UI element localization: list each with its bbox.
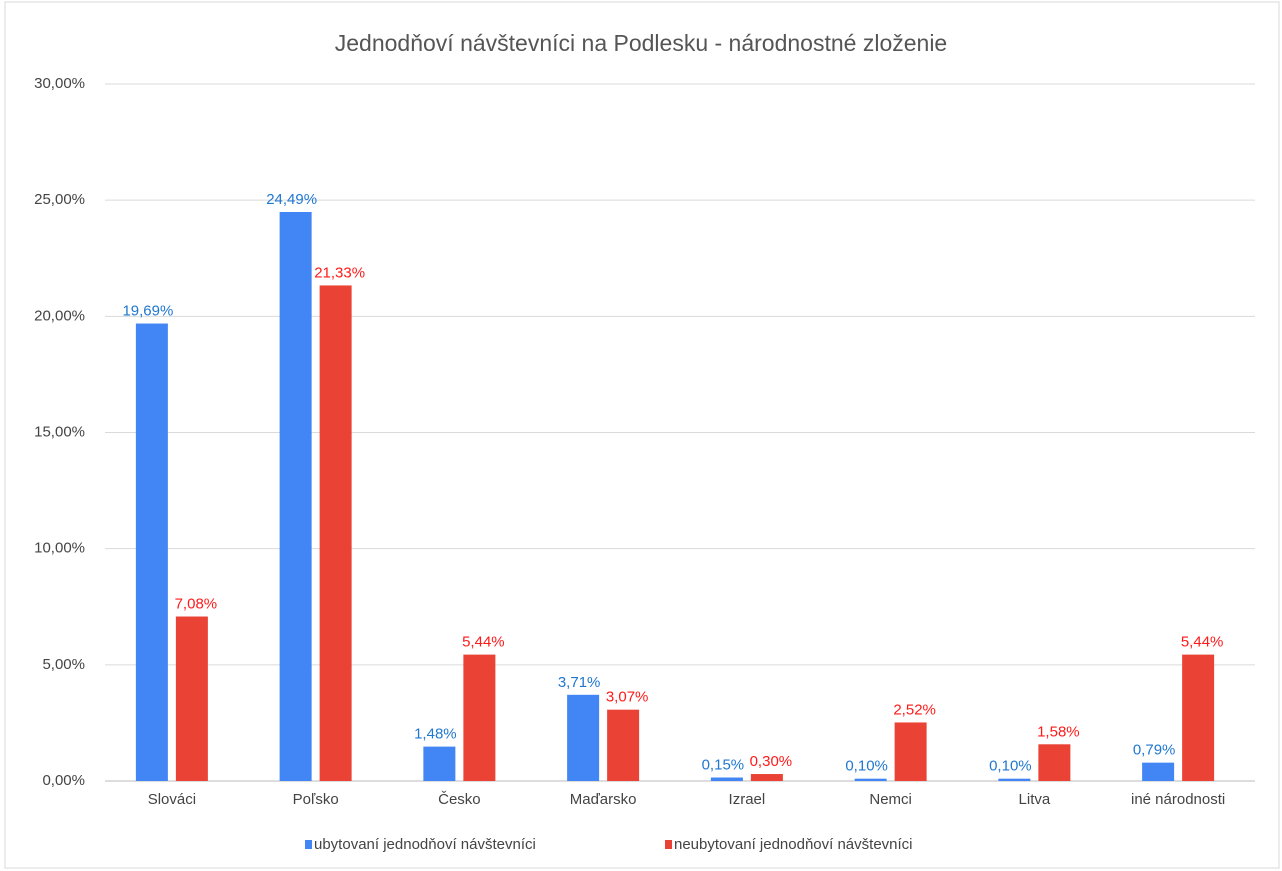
y-tick-label: 0,00%	[42, 772, 85, 789]
value-label: 5,44%	[1181, 634, 1224, 651]
bar	[1142, 762, 1175, 781]
x-tick-label: Nemci	[869, 791, 912, 808]
x-tick-label: Česko	[438, 791, 481, 808]
x-tick-label: Maďarsko	[570, 791, 637, 808]
bar	[423, 746, 456, 781]
value-label: 1,58%	[1037, 723, 1080, 740]
bar	[1182, 654, 1215, 781]
bar	[463, 654, 496, 781]
y-tick-label: 30,00%	[34, 75, 85, 92]
y-tick-label: 10,00%	[34, 540, 85, 557]
value-label: 2,52%	[893, 701, 936, 718]
chart-title: Jednodňoví návštevníci na Podlesku - nár…	[335, 30, 947, 56]
bar	[710, 777, 743, 781]
x-tick-label: Poľsko	[293, 791, 339, 808]
value-label: 0,10%	[989, 758, 1032, 775]
y-tick-label: 15,00%	[34, 423, 85, 440]
value-label: 3,07%	[606, 689, 649, 706]
x-tick-label: iné národnosti	[1131, 791, 1225, 808]
chart-frame	[4, 1, 1280, 869]
y-tick-label: 25,00%	[34, 191, 85, 208]
y-tick-label: 20,00%	[34, 307, 85, 324]
bar	[894, 722, 927, 781]
value-label: 19,69%	[122, 303, 173, 320]
value-label: 5,44%	[462, 634, 505, 651]
x-tick-label: Izrael	[729, 791, 766, 808]
bar	[607, 709, 640, 781]
value-label: 0,15%	[702, 756, 745, 773]
bar	[175, 616, 208, 781]
value-label: 3,71%	[558, 674, 601, 691]
bar	[854, 778, 887, 781]
value-label: 1,48%	[414, 726, 457, 743]
legend-label: ubytovaní jednodňoví návštevníci	[314, 836, 536, 853]
value-label: 21,33%	[314, 264, 365, 281]
value-label: 24,49%	[266, 191, 317, 208]
x-tick-label: Litva	[1019, 791, 1051, 808]
x-tick-label: Slováci	[148, 791, 196, 808]
bar	[135, 323, 168, 781]
bar	[1038, 744, 1071, 781]
legend-label: neubytovaní jednodňoví návštevníci	[674, 836, 913, 853]
bar	[998, 778, 1031, 781]
bar	[279, 212, 312, 781]
bar	[319, 285, 352, 781]
bar	[567, 694, 600, 781]
value-label: 0,10%	[845, 758, 888, 775]
bar	[750, 774, 783, 781]
y-tick-label: 5,00%	[42, 656, 85, 673]
value-label: 0,30%	[750, 753, 793, 770]
legend-swatch	[665, 840, 672, 849]
value-label: 0,79%	[1133, 742, 1176, 759]
legend-swatch	[305, 840, 312, 849]
value-label: 7,08%	[175, 595, 218, 612]
